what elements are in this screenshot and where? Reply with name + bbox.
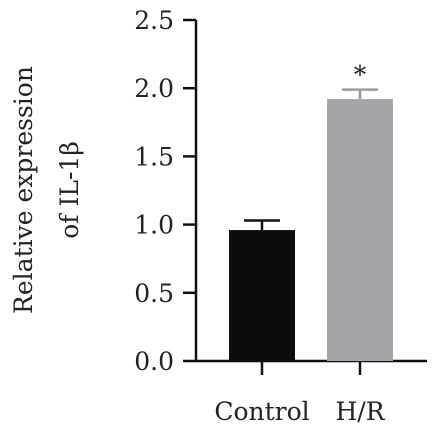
significance-marker-1: *: [354, 61, 367, 90]
x-tick-label-1: H/R: [335, 397, 385, 426]
y-tick-label-4: 2.0: [134, 74, 174, 103]
y-tick-label-2: 1.0: [134, 211, 174, 240]
y-axis-title: Relative expression of IL-1β: [9, 66, 84, 314]
y-tick-label-0: 0.0: [134, 347, 174, 376]
x-tick-label-0: Control: [214, 397, 309, 426]
y-tick-label-3: 1.5: [134, 142, 174, 171]
y-axis-title-line-2: of IL-1β: [55, 141, 84, 239]
y-axis-title-line-1: Relative expression: [9, 66, 38, 314]
bar-1: [327, 99, 393, 361]
y-tick-label-1: 0.5: [134, 279, 174, 308]
y-tick-label-5: 2.5: [134, 6, 174, 35]
plot-area: 0.0 0.5 1.0 1.5 2.0 2.5 Control H/R *: [134, 6, 427, 426]
bar-0: [229, 230, 295, 361]
